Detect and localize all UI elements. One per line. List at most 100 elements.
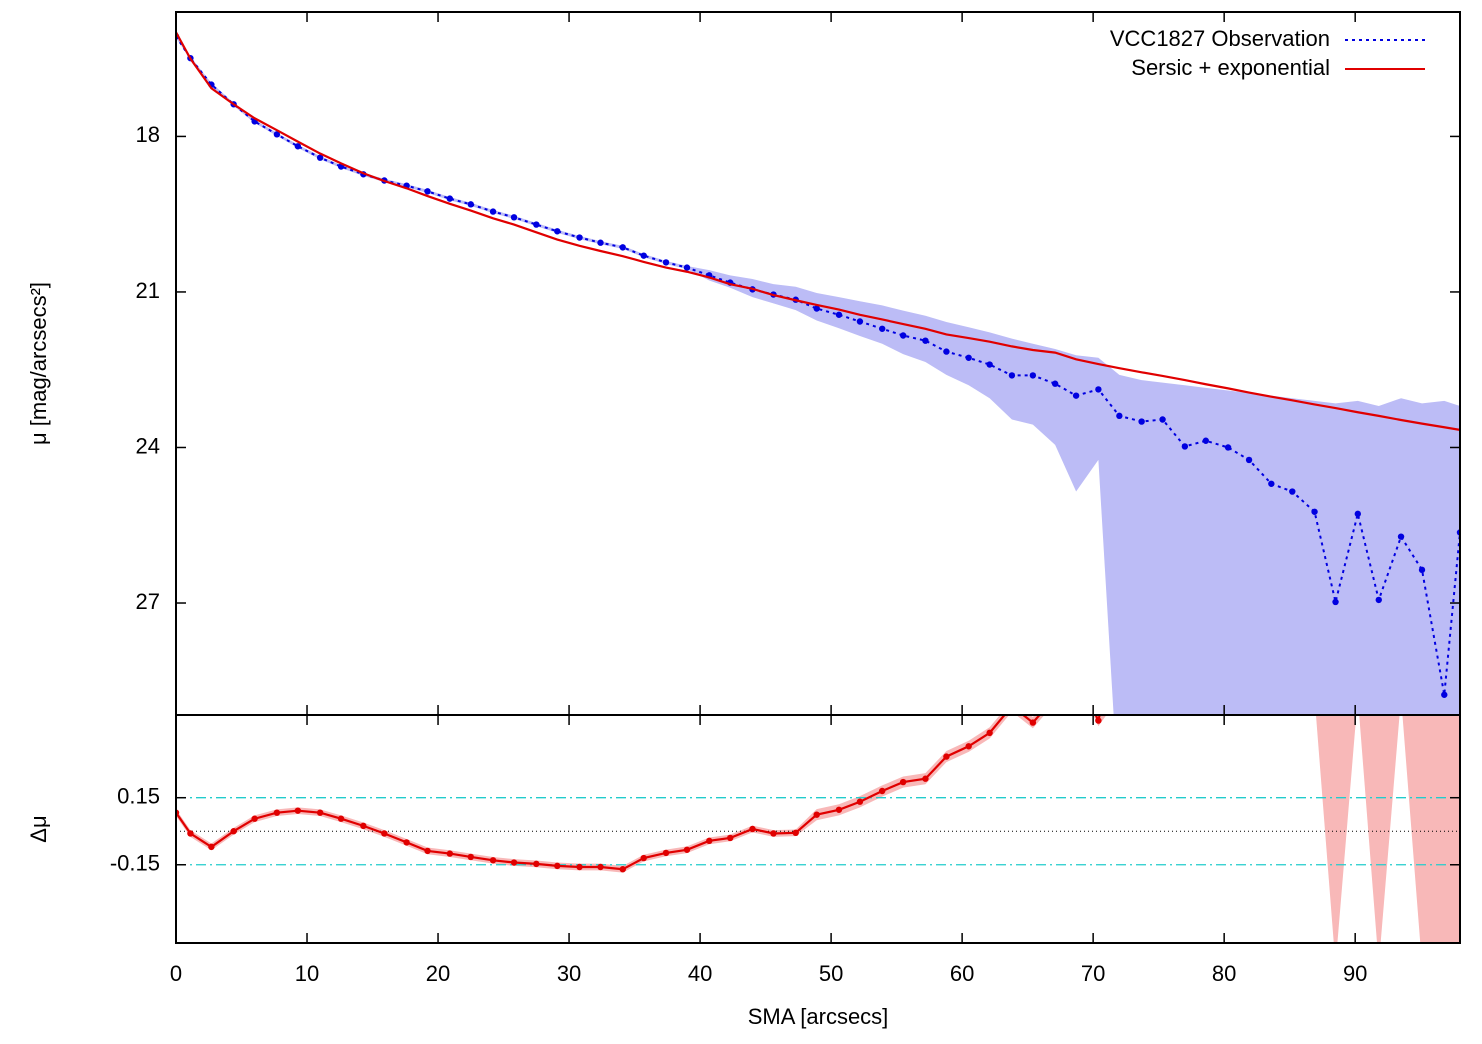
data-point <box>554 228 561 235</box>
data-point <box>619 866 626 873</box>
data-point <box>1138 418 1145 425</box>
data-point <box>879 325 886 332</box>
data-point <box>1029 372 1037 379</box>
data-point <box>489 857 497 864</box>
data-point <box>1224 444 1232 451</box>
data-point <box>467 853 474 861</box>
data-point <box>1418 566 1426 574</box>
data-point <box>1116 412 1123 420</box>
data-point <box>986 361 993 368</box>
data-point <box>273 131 281 138</box>
data-point <box>230 828 237 835</box>
data-point <box>1311 508 1318 515</box>
data-point <box>640 854 647 862</box>
data-point <box>1268 480 1275 487</box>
series-line <box>176 31 1460 431</box>
data-point <box>1419 198 1425 204</box>
data-point <box>965 743 972 750</box>
data-point <box>662 849 670 857</box>
data-point <box>813 811 820 818</box>
x-tick-label: 90 <box>1343 961 1367 986</box>
data-point <box>1029 719 1037 726</box>
x-axis-label: SMA [arcsecs] <box>748 1004 889 1029</box>
data-point <box>424 188 431 195</box>
panel-frame <box>175 714 1461 944</box>
data-point <box>273 809 281 816</box>
data-point <box>360 822 367 830</box>
data-point <box>1397 533 1405 540</box>
error-band <box>176 34 1460 715</box>
plot-area <box>176 31 1460 715</box>
data-point <box>510 859 518 866</box>
data-point <box>1375 596 1382 604</box>
y-tick-label: 24 <box>136 433 160 458</box>
data-point <box>1398 325 1404 331</box>
data-point <box>727 834 734 842</box>
data-point <box>424 847 431 855</box>
y-axis-label: Δμ <box>26 815 51 842</box>
data-point <box>597 863 604 871</box>
data-point <box>856 798 864 805</box>
data-point <box>446 195 454 202</box>
data-point <box>965 354 972 361</box>
data-point <box>576 863 583 871</box>
data-point <box>251 815 258 822</box>
data-point <box>1181 443 1189 450</box>
x-tick-label: 30 <box>557 961 581 986</box>
y-axis-label: μ [mag/arcsecs²] <box>26 282 51 445</box>
data-point <box>1008 372 1016 379</box>
data-point <box>1355 390 1361 396</box>
x-tick-label: 70 <box>1081 961 1105 986</box>
data-point <box>792 829 799 836</box>
error-band <box>176 715 1460 943</box>
data-point <box>1051 380 1059 387</box>
data-point <box>943 753 950 760</box>
data-point <box>899 332 907 339</box>
data-point <box>835 311 843 318</box>
data-point <box>1072 392 1080 399</box>
data-point <box>1095 386 1102 393</box>
y-tick-label: -0.15 <box>110 851 160 876</box>
data-point <box>835 806 843 813</box>
data-point <box>986 729 993 737</box>
data-point <box>813 305 820 312</box>
data-point <box>1202 437 1210 444</box>
data-point <box>899 778 907 786</box>
data-point <box>683 264 691 271</box>
data-point <box>316 809 324 816</box>
x-tick-label: 20 <box>426 961 450 986</box>
y-tick-label: 27 <box>136 589 160 614</box>
data-point <box>1245 456 1253 464</box>
legend-label: VCC1827 Observation <box>1110 26 1330 51</box>
legend-label: Sersic + exponential <box>1131 55 1330 80</box>
data-point <box>879 787 886 795</box>
data-point <box>922 337 929 344</box>
y-tick-label: 18 <box>136 122 160 147</box>
data-point <box>922 775 929 782</box>
data-point <box>683 846 691 853</box>
data-point <box>1009 703 1015 709</box>
data-point <box>554 862 561 870</box>
data-point <box>597 239 604 246</box>
data-point <box>1095 717 1102 724</box>
x-tick-label: 40 <box>688 961 712 986</box>
data-point <box>208 843 215 851</box>
data-point <box>533 860 540 868</box>
y-tick-label: 0.15 <box>117 784 160 809</box>
x-tick-label: 80 <box>1212 961 1236 986</box>
data-point <box>294 143 302 150</box>
data-point <box>1441 691 1448 698</box>
data-point <box>381 830 388 837</box>
x-tick-label: 0 <box>170 961 182 986</box>
data-point <box>706 837 713 845</box>
y-tick-label: 21 <box>136 278 160 303</box>
x-tick-label: 50 <box>819 961 843 986</box>
data-point <box>576 234 583 241</box>
data-point <box>1073 672 1079 678</box>
data-point <box>619 244 626 251</box>
data-point <box>856 318 864 325</box>
data-point <box>294 807 302 814</box>
data-point <box>749 825 756 833</box>
